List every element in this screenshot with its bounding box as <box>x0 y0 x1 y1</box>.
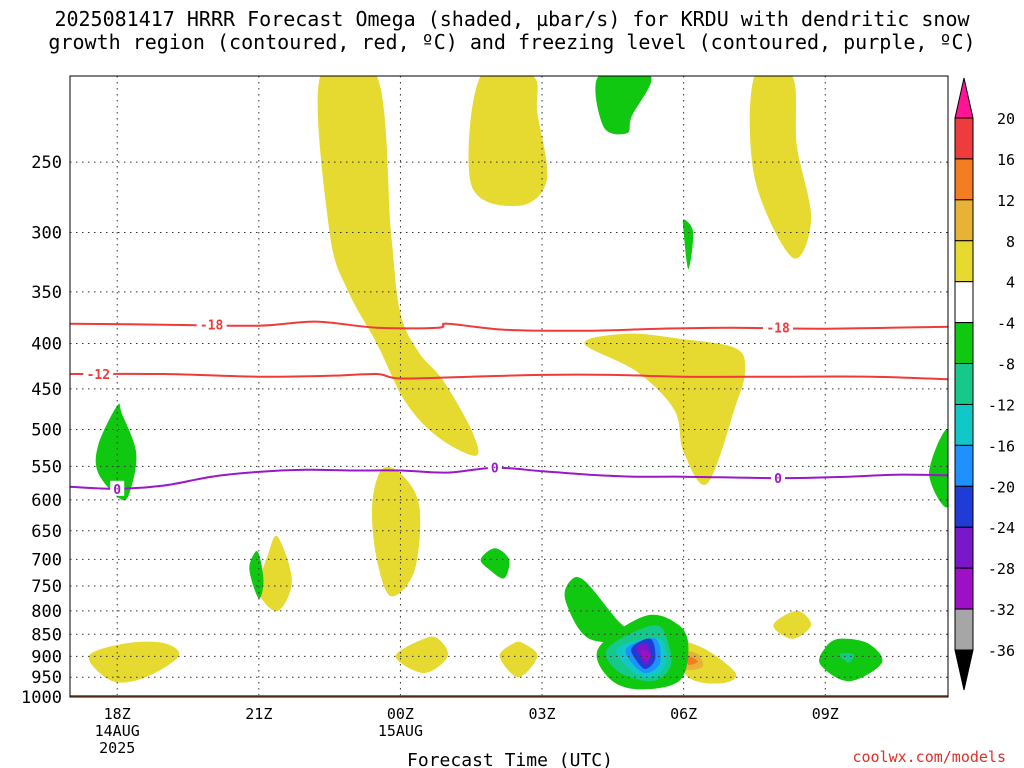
colorbar-swatch <box>954 240 974 283</box>
colorbar-label: -24 <box>988 519 1015 537</box>
omega-region <box>371 466 421 597</box>
colorbar-label: -16 <box>988 437 1015 455</box>
omega-region <box>749 76 812 259</box>
x-tick-label: 00Z <box>387 705 414 723</box>
contour-label: 0 <box>491 462 499 477</box>
contour-label-bg <box>83 366 114 382</box>
omega-region <box>773 610 812 639</box>
y-tick-label: 550 <box>31 457 62 477</box>
contour-line <box>70 466 948 490</box>
y-tick-label: 750 <box>31 577 62 597</box>
contour-label: -18 <box>200 319 224 334</box>
omega-region <box>88 641 180 683</box>
colorbar-swatch <box>954 281 974 324</box>
chart-title: 2025081417 HRRR Forecast Omega (shaded, … <box>0 8 1024 54</box>
colorbar-label: -8 <box>997 356 1015 374</box>
x-tick-date: 15AUG <box>378 722 423 740</box>
omega-region <box>595 76 652 135</box>
contour-label-bg <box>763 319 794 335</box>
colorbar-swatch <box>954 199 974 242</box>
ground-surface <box>70 695 948 697</box>
y-tick-label: 1000 <box>21 688 62 708</box>
omega-region <box>317 76 479 456</box>
omega-region <box>395 636 449 674</box>
colorbar-swatch <box>954 117 974 160</box>
colorbar-label: -12 <box>988 396 1015 414</box>
colorbar-swatch <box>954 444 974 487</box>
contour-label: 0 <box>774 472 782 487</box>
plot-frame <box>69 75 949 698</box>
omega-region <box>641 649 651 662</box>
site-credit: coolwx.com/models <box>852 748 1006 766</box>
x-tick-label: 06Z <box>670 705 697 723</box>
omega-shading <box>88 76 948 690</box>
colorbar-label: 20 <box>997 110 1015 128</box>
colorbar-label: 12 <box>997 192 1015 210</box>
contour-label-bg <box>110 480 125 496</box>
colorbar-label: -28 <box>988 560 1015 578</box>
title-line-2: growth region (contoured, red, ºC) and f… <box>48 30 976 54</box>
colorbar-swatch <box>954 526 974 569</box>
omega-region <box>480 548 510 579</box>
y-tick-label: 700 <box>31 550 62 570</box>
colorbar-swatch <box>954 403 974 446</box>
x-tick-label: 18Z <box>104 705 131 723</box>
omega-region <box>682 219 694 270</box>
contour-line <box>70 320 948 332</box>
y-tick-label: 400 <box>31 334 62 354</box>
omega-region <box>258 535 292 612</box>
contour-label-bg <box>196 316 227 332</box>
y-tick-label: 500 <box>31 421 62 441</box>
omega-region <box>499 641 538 678</box>
colorbar-swatch <box>954 567 974 610</box>
y-tick-label: 850 <box>31 625 62 645</box>
colorbar-swatch <box>954 363 974 405</box>
y-tick-label: 800 <box>31 602 62 622</box>
colorbar-swatch <box>954 322 974 365</box>
colorbar-swatch <box>954 485 974 528</box>
contour-label: -18 <box>766 322 790 337</box>
colorbar-label: -32 <box>988 601 1015 619</box>
x-tick-date: 14AUG <box>95 722 140 740</box>
contour-label-bg <box>487 459 502 475</box>
y-tick-label: 350 <box>31 283 62 303</box>
y-tick-label: 250 <box>31 153 62 173</box>
colorbar-arrow-bottom <box>954 649 974 691</box>
contour-label: -12 <box>87 368 110 383</box>
x-tick-label: 09Z <box>812 705 839 723</box>
x-tick-year: 2025 <box>99 739 135 757</box>
y-tick-label: 650 <box>31 522 62 542</box>
contour-label: 0 <box>113 483 121 498</box>
x-axis-label: Forecast Time (UTC) <box>407 750 613 768</box>
omega-region <box>929 429 948 508</box>
y-tick-label: 900 <box>31 647 62 667</box>
colorbar-swatch <box>954 608 974 651</box>
colorbar-label: 4 <box>1006 274 1015 292</box>
colorbar-label: 8 <box>1006 233 1015 251</box>
omega-region <box>564 576 638 643</box>
title-line-1: 2025081417 HRRR Forecast Omega (shaded, … <box>54 7 970 31</box>
y-tick-label: 300 <box>31 223 62 243</box>
colorbar-label: -20 <box>988 478 1015 496</box>
omega-region <box>687 656 698 665</box>
omega-region <box>468 76 548 207</box>
contour-line <box>70 372 948 381</box>
x-tick-label: 21Z <box>245 705 272 723</box>
colorbar-label: -4 <box>997 315 1015 333</box>
omega-region <box>839 653 854 663</box>
colorbar-swatch <box>954 158 974 201</box>
y-tick-label: 950 <box>31 668 62 688</box>
y-tick-label: 450 <box>31 380 62 400</box>
x-tick-label: 03Z <box>528 705 555 723</box>
colorbar-arrow-top <box>954 77 974 119</box>
omega-region <box>249 551 264 599</box>
colorbar-label: 16 <box>997 151 1015 169</box>
contour-label-bg <box>771 470 786 486</box>
omega-region <box>584 333 746 485</box>
omega-region <box>95 403 137 501</box>
y-tick-label: 600 <box>31 491 62 511</box>
colorbar-label: -36 <box>988 642 1015 660</box>
